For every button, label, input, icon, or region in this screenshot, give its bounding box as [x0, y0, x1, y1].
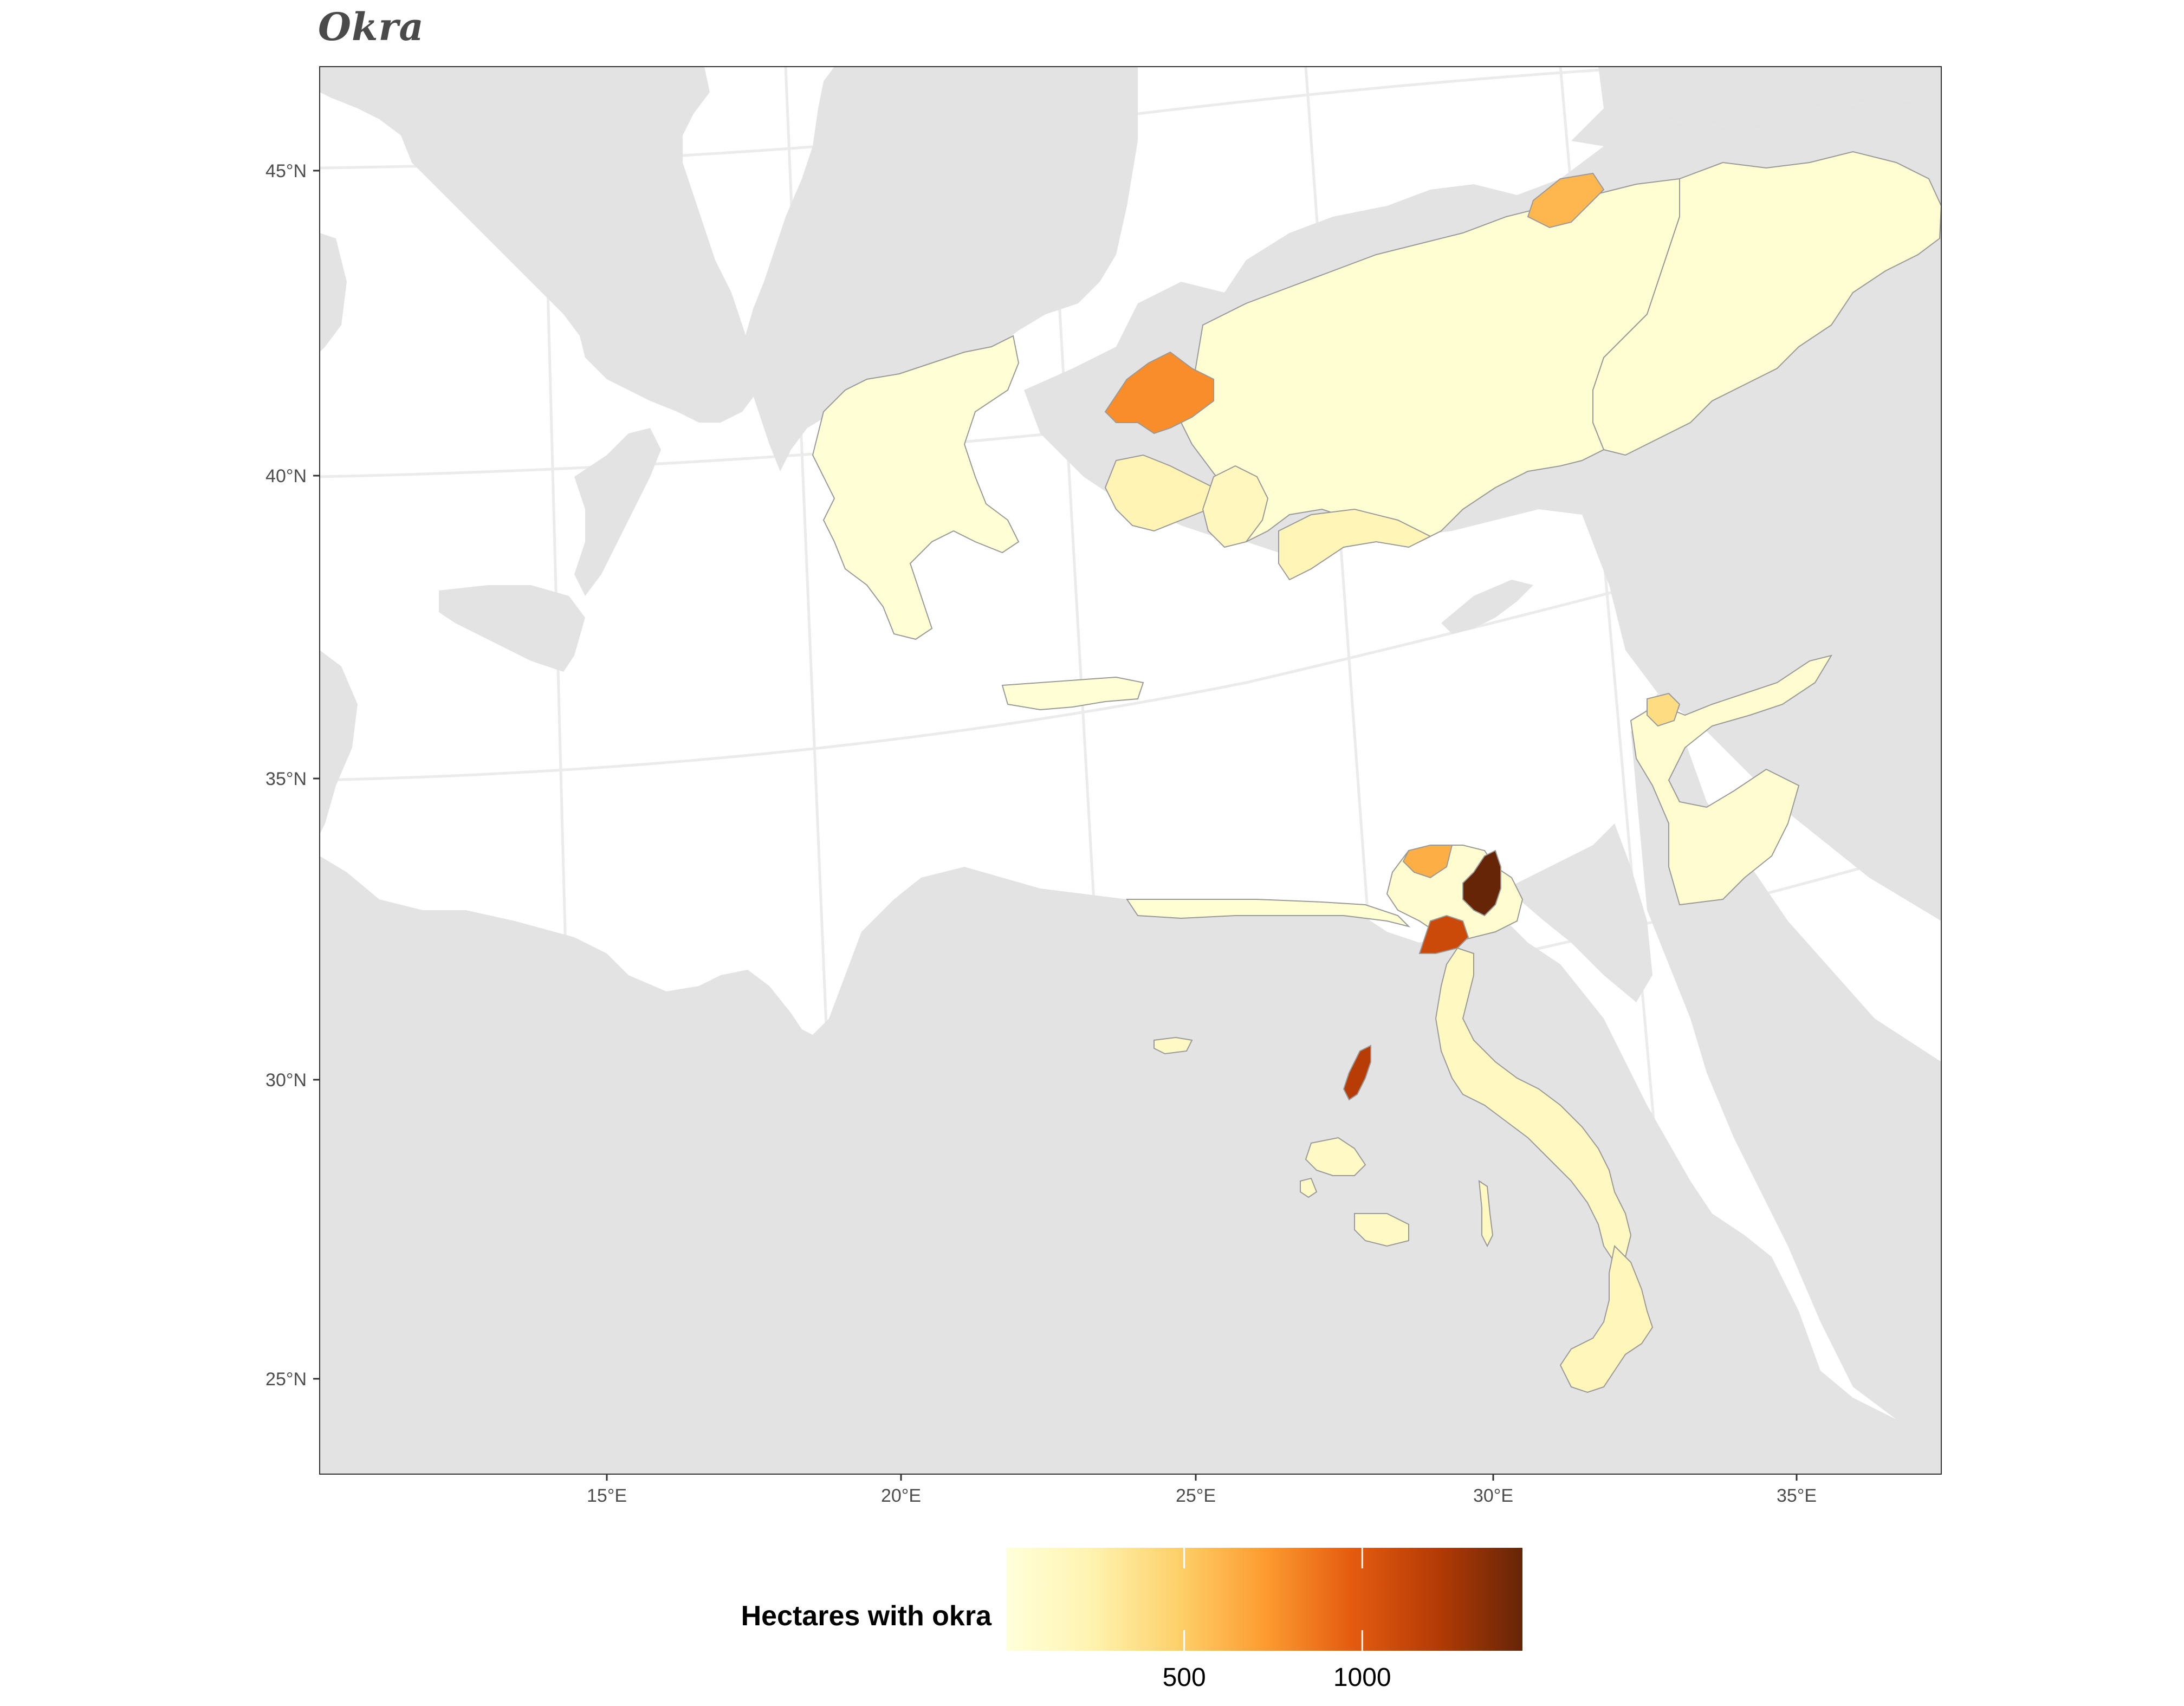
x-label-25: 25°E — [1176, 1486, 1216, 1506]
y-label-40: 40°N — [265, 466, 307, 486]
region-egypt-upper[interactable] — [1559, 1244, 1654, 1393]
cyprus-landmass — [1441, 580, 1533, 634]
region-layer — [812, 151, 1941, 1393]
region-egypt-oases-2[interactable] — [1354, 1213, 1409, 1247]
region-turkey-east[interactable] — [1592, 151, 1941, 456]
y-label-35: 35°N — [265, 769, 307, 789]
region-crete[interactable] — [1001, 676, 1144, 711]
sicily-landmass — [439, 585, 585, 672]
sardinia-landmass — [320, 233, 347, 352]
balkans-landmass — [742, 67, 1138, 471]
map-panel — [320, 67, 1941, 1474]
x-label-35: 35°E — [1777, 1486, 1817, 1506]
region-turkey-west-b[interactable] — [1104, 454, 1215, 532]
legend-tick-label-1000: 1000 — [1333, 1663, 1391, 1692]
north-coast-landmass — [1571, 67, 1941, 146]
y-axis: 45°N 40°N 35°N 30°N 25°N — [265, 161, 320, 1390]
region-egypt-sharqia[interactable] — [1462, 849, 1501, 917]
calabria-landmass — [574, 428, 661, 596]
region-levant-north[interactable] — [1647, 692, 1681, 727]
region-egypt-oases[interactable] — [1305, 1137, 1366, 1176]
y-label-30: 30°N — [265, 1070, 307, 1091]
map-title: Okra — [318, 4, 424, 49]
region-greece[interactable] — [812, 335, 1020, 640]
x-label-30: 30°E — [1473, 1486, 1513, 1506]
region-turkey-north[interactable] — [1527, 172, 1605, 229]
panel-border — [319, 66, 1942, 1475]
region-turkey-bursa[interactable] — [1104, 351, 1214, 434]
legend-colorbar — [1006, 1548, 1522, 1651]
region-egypt-beheira[interactable] — [1402, 845, 1453, 879]
x-axis: 15°E 20°E 25°E 30°E 35°E — [587, 1474, 1817, 1506]
region-egypt-nile-2[interactable] — [1478, 1179, 1494, 1248]
legend-tick-label-500: 500 — [1163, 1663, 1206, 1692]
sinai-landmass — [1506, 823, 1652, 1002]
legend-title: Hectares with okra — [741, 1600, 992, 1632]
region-turkey-antalya[interactable] — [1278, 508, 1432, 581]
tunisia-landmass — [320, 650, 358, 834]
region-turkey-south[interactable] — [1202, 465, 1269, 548]
x-label-15: 15°E — [587, 1486, 627, 1506]
region-egypt-faiyum[interactable] — [1343, 1045, 1371, 1101]
region-levant[interactable] — [1630, 654, 1833, 906]
region-egypt-coast[interactable] — [1126, 899, 1411, 927]
region-egypt-oases-4[interactable] — [1300, 1177, 1318, 1198]
color-legend: Hectares with okra 500 1000 — [741, 1548, 1522, 1692]
legend-ticks: 500 1000 — [1163, 1548, 1391, 1692]
x-label-20: 20°E — [881, 1486, 921, 1506]
y-label-45: 45°N — [265, 161, 307, 181]
africa-landmass — [320, 856, 1941, 1474]
y-label-25: 25°N — [265, 1369, 307, 1390]
region-egypt-oases-3[interactable] — [1153, 1036, 1193, 1055]
italy-landmass — [320, 67, 759, 423]
